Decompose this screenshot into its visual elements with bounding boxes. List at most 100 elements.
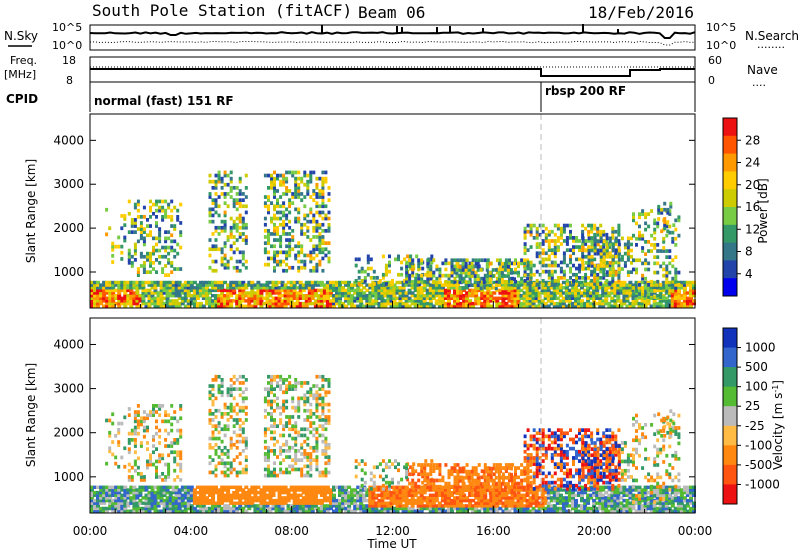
data-cell bbox=[139, 224, 143, 228]
data-cell bbox=[547, 232, 551, 237]
data-cell bbox=[577, 490, 581, 495]
data-cell bbox=[599, 251, 603, 256]
data-cell bbox=[529, 266, 533, 271]
data-cell bbox=[201, 506, 206, 511]
data-cell bbox=[294, 192, 298, 196]
data-cell bbox=[377, 288, 382, 293]
data-cell bbox=[312, 268, 316, 273]
data-cell bbox=[291, 235, 295, 239]
data-cell bbox=[644, 212, 648, 216]
data-cell bbox=[170, 245, 174, 250]
data-cell bbox=[650, 292, 654, 296]
data-cell bbox=[217, 170, 221, 175]
data-cell bbox=[123, 223, 127, 227]
data-cell bbox=[238, 493, 243, 497]
data-cell bbox=[541, 248, 545, 252]
data-cell bbox=[273, 250, 276, 255]
data-cell bbox=[513, 506, 518, 511]
power-data-cells bbox=[90, 170, 696, 308]
data-cell bbox=[531, 498, 536, 503]
data-cell bbox=[587, 254, 591, 259]
data-cell bbox=[616, 509, 621, 513]
data-cell bbox=[647, 249, 651, 253]
data-cell bbox=[307, 490, 312, 495]
data-cell bbox=[356, 498, 361, 503]
data-cell bbox=[511, 276, 514, 281]
data-cell bbox=[468, 291, 473, 295]
data-cell bbox=[232, 265, 236, 270]
data-cell bbox=[483, 258, 487, 263]
data-cell bbox=[522, 301, 527, 306]
data-cell bbox=[483, 506, 488, 511]
data-cell bbox=[395, 288, 400, 293]
data-cell bbox=[201, 304, 206, 308]
data-cell bbox=[584, 242, 588, 246]
data-cell bbox=[552, 493, 557, 497]
noise-left-tick-bottom: 10^0 bbox=[52, 39, 82, 52]
data-cell bbox=[523, 282, 527, 286]
data-cell bbox=[549, 296, 554, 300]
data-cell bbox=[303, 232, 307, 236]
data-cell bbox=[392, 299, 397, 303]
data-cell bbox=[431, 291, 436, 295]
data-cell bbox=[531, 493, 536, 497]
data-cell bbox=[431, 509, 436, 513]
data-cell bbox=[271, 506, 276, 511]
data-cell bbox=[550, 260, 554, 265]
data-cell bbox=[267, 198, 270, 202]
data-cell bbox=[353, 509, 358, 513]
data-cell bbox=[617, 276, 621, 280]
data-cell bbox=[147, 504, 152, 508]
data-cell bbox=[595, 296, 600, 300]
data-cell bbox=[238, 250, 242, 255]
data-cell bbox=[267, 256, 270, 261]
data-cell bbox=[543, 291, 548, 295]
data-cell bbox=[443, 288, 448, 293]
data-cell bbox=[192, 506, 197, 511]
data-cell bbox=[208, 280, 212, 285]
data-cell bbox=[446, 286, 451, 290]
data-cell bbox=[647, 295, 651, 299]
data-cell bbox=[626, 273, 630, 277]
data-cell bbox=[544, 236, 548, 240]
data-cell bbox=[540, 501, 545, 505]
data-cell bbox=[186, 304, 191, 308]
data-cell bbox=[280, 490, 285, 495]
data-cell bbox=[395, 498, 400, 503]
data-cell bbox=[304, 485, 309, 489]
data-cell bbox=[262, 506, 267, 511]
data-cell bbox=[471, 498, 476, 503]
data-cell bbox=[232, 286, 237, 290]
data-cell bbox=[465, 286, 470, 290]
data-cell bbox=[371, 498, 376, 503]
data-cell bbox=[513, 277, 516, 281]
data-cell bbox=[494, 268, 498, 272]
data-cell bbox=[353, 304, 358, 308]
data-cell bbox=[526, 223, 530, 228]
data-cell bbox=[347, 501, 352, 505]
data-cell bbox=[301, 294, 306, 298]
data-cell bbox=[267, 232, 270, 236]
data-cell bbox=[238, 280, 243, 285]
data-cell bbox=[480, 493, 485, 497]
data-cell bbox=[217, 179, 221, 184]
data-cell bbox=[198, 509, 203, 513]
data-cell bbox=[428, 288, 433, 293]
data-cell bbox=[149, 261, 152, 265]
data-cell bbox=[132, 493, 137, 497]
data-cell bbox=[583, 291, 588, 295]
data-cell bbox=[114, 496, 119, 500]
data-cell bbox=[581, 264, 585, 268]
data-cell bbox=[392, 498, 397, 503]
data-cell bbox=[450, 267, 454, 272]
data-cell bbox=[662, 240, 666, 244]
data-cell bbox=[217, 496, 222, 500]
data-cell bbox=[413, 488, 418, 492]
data-cell bbox=[604, 496, 609, 500]
data-cell bbox=[531, 291, 536, 295]
data-cell bbox=[453, 279, 457, 284]
data-cell bbox=[604, 299, 609, 303]
data-cell bbox=[329, 283, 333, 287]
data-cell bbox=[529, 229, 533, 234]
data-cell bbox=[232, 509, 237, 513]
